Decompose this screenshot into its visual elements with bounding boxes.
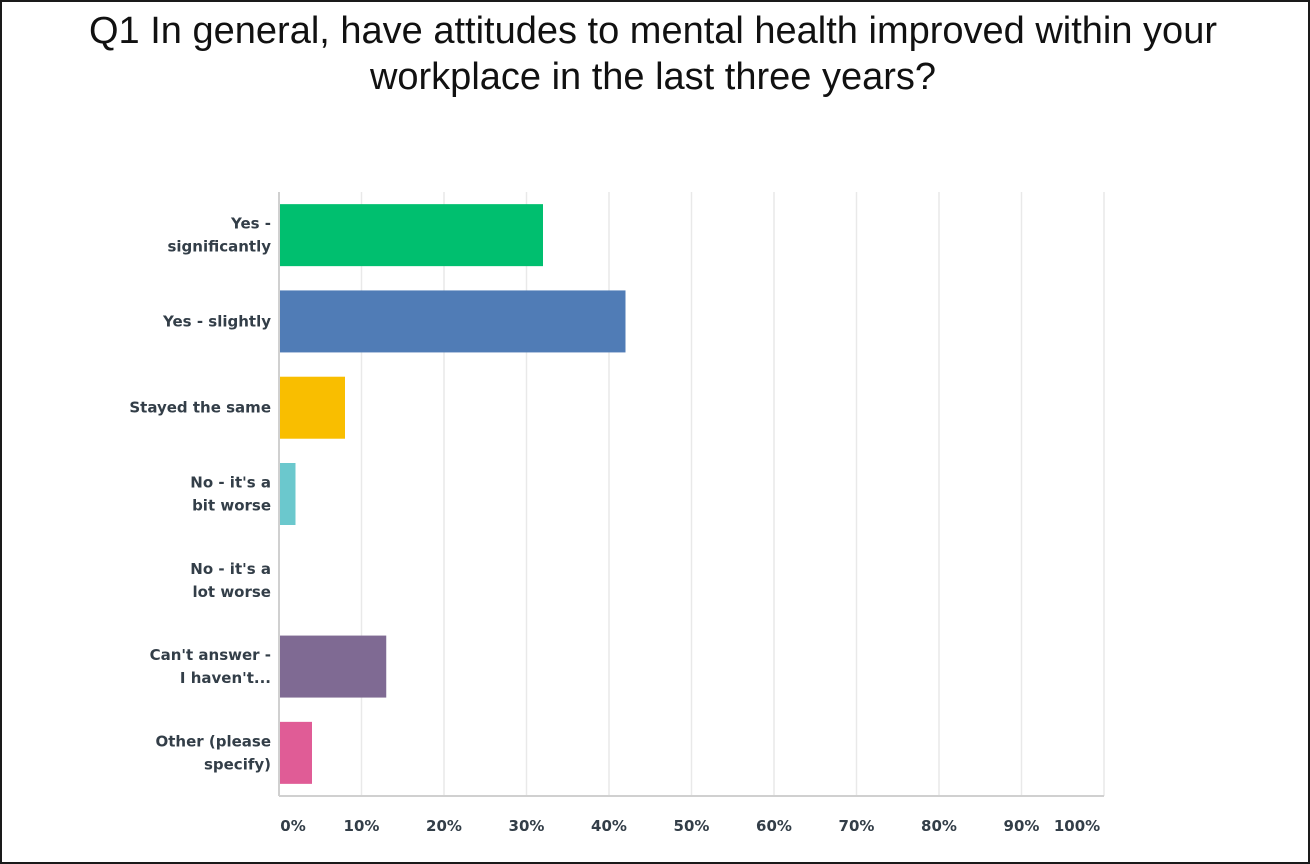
category-label-5-0: Can't answer - — [150, 646, 271, 664]
bar-2 — [279, 376, 345, 439]
x-tick-label-6: 60% — [756, 817, 792, 835]
chart-title-line-1: Q1 In general, have attitudes to mental … — [89, 10, 1217, 52]
category-label-3-0: No - it's a — [190, 474, 271, 492]
x-tick-label-3: 30% — [509, 817, 545, 835]
category-label-6-0: Other (please — [155, 732, 271, 750]
bar-3 — [279, 463, 296, 525]
category-label-2-0: Stayed the same — [129, 399, 271, 417]
x-tick-label-0: 0% — [280, 817, 305, 835]
bar-1 — [279, 290, 626, 353]
category-label-0-1: significantly — [167, 238, 271, 256]
chart-title-line-2: workplace in the last three years? — [369, 56, 937, 98]
bar-6 — [279, 721, 312, 784]
bar-0 — [279, 204, 543, 267]
x-tick-label-5: 50% — [674, 817, 710, 835]
bar-5 — [279, 635, 387, 698]
category-label-4-1: lot worse — [192, 583, 271, 601]
category-label-0-0: Yes - — [230, 215, 271, 233]
x-tick-label-8: 80% — [921, 817, 957, 835]
x-tick-label-10: 100% — [1054, 817, 1100, 835]
category-label-4-0: No - it's a — [190, 560, 271, 578]
x-tick-label-2: 20% — [426, 817, 462, 835]
x-tick-label-9: 90% — [1004, 817, 1040, 835]
category-label-3-1: bit worse — [192, 497, 271, 515]
x-tick-label-4: 40% — [591, 817, 627, 835]
category-label-1-0: Yes - slightly — [162, 312, 271, 330]
category-label-6-1: specify) — [204, 755, 271, 773]
chart-title: Q1 In general, have attitudes to mental … — [0, 8, 1306, 100]
x-tick-label-7: 70% — [839, 817, 875, 835]
x-tick-label-1: 10% — [344, 817, 380, 835]
category-label-5-1: I haven't... — [180, 669, 271, 687]
